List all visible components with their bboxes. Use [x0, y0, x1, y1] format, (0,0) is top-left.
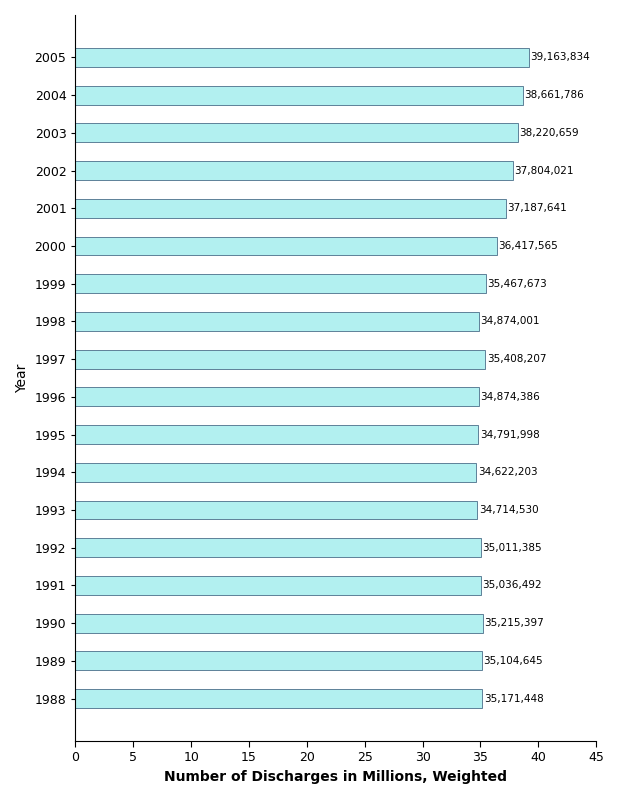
Text: 35,467,673: 35,467,673 [488, 279, 547, 288]
Text: 35,171,448: 35,171,448 [484, 694, 544, 704]
Bar [76, 350, 485, 368]
Text: 34,622,203: 34,622,203 [478, 467, 537, 477]
Y-axis label: Year: Year [15, 364, 29, 392]
Text: 37,804,021: 37,804,021 [514, 165, 574, 176]
Bar [76, 539, 480, 557]
Bar [76, 690, 482, 708]
Text: 34,874,386: 34,874,386 [481, 392, 540, 402]
Bar [76, 237, 497, 256]
Bar [76, 48, 529, 67]
Bar [76, 576, 481, 595]
Text: 34,791,998: 34,791,998 [480, 430, 539, 439]
X-axis label: Number of Discharges in Millions, Weighted: Number of Discharges in Millions, Weight… [164, 770, 507, 784]
Text: 38,220,659: 38,220,659 [519, 128, 579, 138]
Text: 34,714,530: 34,714,530 [479, 505, 539, 515]
Text: 38,661,786: 38,661,786 [524, 90, 584, 100]
Bar [76, 199, 506, 217]
Bar [76, 161, 513, 180]
Text: 36,417,565: 36,417,565 [498, 241, 558, 251]
Bar [76, 425, 478, 444]
Text: 35,408,207: 35,408,207 [487, 354, 547, 364]
Text: 34,874,001: 34,874,001 [480, 316, 540, 327]
Text: 35,215,397: 35,215,397 [485, 618, 544, 628]
Bar [76, 651, 482, 670]
Bar [76, 388, 479, 407]
Bar [76, 312, 479, 331]
Bar [76, 123, 517, 142]
Bar [76, 274, 486, 293]
Text: 37,187,641: 37,187,641 [508, 203, 567, 213]
Text: 39,163,834: 39,163,834 [530, 53, 590, 62]
Bar [76, 463, 476, 482]
Text: 35,104,645: 35,104,645 [483, 656, 543, 666]
Bar [76, 614, 483, 633]
Text: 35,036,492: 35,036,492 [483, 580, 542, 590]
Bar [76, 501, 477, 519]
Text: 35,011,385: 35,011,385 [482, 543, 542, 553]
Bar [76, 85, 522, 105]
